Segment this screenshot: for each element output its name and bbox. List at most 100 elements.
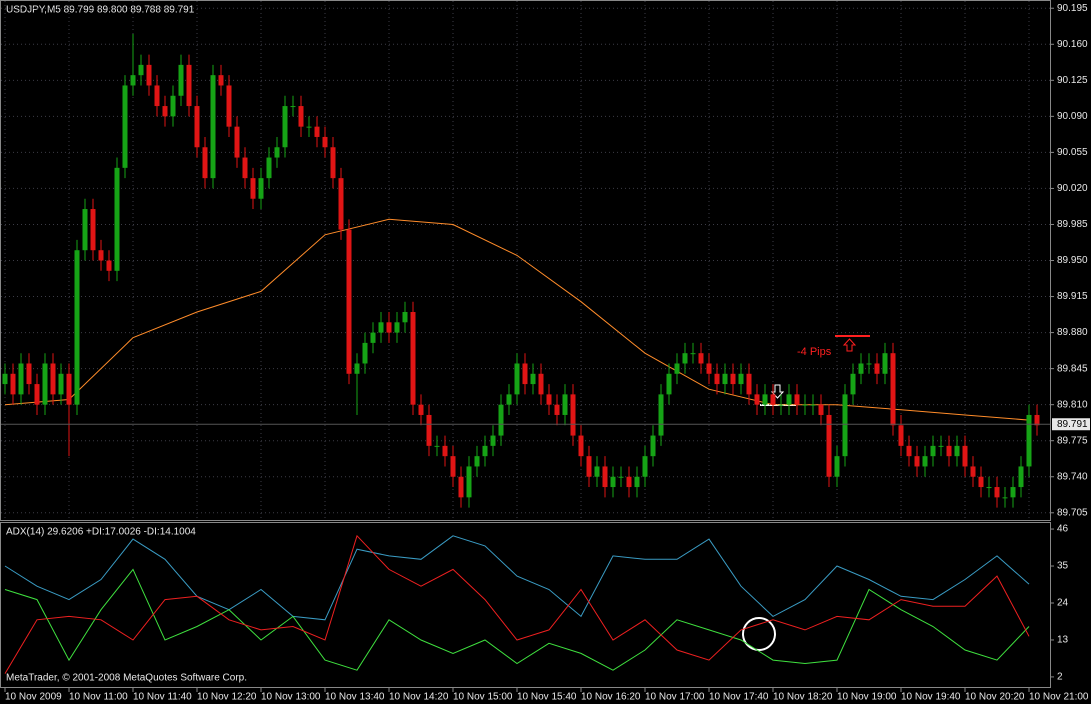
y-tick-label: 89.740 (1057, 471, 1088, 482)
candle-body (842, 394, 848, 457)
candle-body (386, 322, 392, 333)
candle-body (210, 75, 216, 179)
candle-body (394, 322, 400, 333)
y-tick-label: 90.125 (1057, 75, 1088, 86)
candle-body (354, 363, 360, 374)
price-marker (1052, 418, 1090, 431)
y-tick-label: 90.020 (1057, 183, 1088, 194)
candle-body (1026, 414, 1032, 467)
candle-body (738, 373, 744, 385)
candle-body (370, 332, 376, 343)
candle-body (338, 178, 344, 230)
candle-body (746, 373, 752, 395)
candle-body (50, 363, 56, 395)
candle-body (554, 404, 560, 415)
candle-body (722, 373, 728, 385)
candle-body (906, 445, 912, 457)
candle-body (498, 404, 504, 436)
candle-body (58, 373, 64, 395)
candle-body (770, 394, 776, 405)
y-tick-label: 89.705 (1057, 507, 1088, 518)
price-marker-label: 89.791 (1057, 419, 1088, 430)
x-tick-label: 10 Nov 11:00 (69, 692, 128, 703)
candle-body (402, 312, 408, 323)
candle-body (154, 85, 160, 107)
candle-body (426, 414, 432, 446)
candle-body (194, 106, 200, 148)
candle-body (1002, 497, 1008, 499)
candle-body (962, 445, 968, 467)
candle-body (778, 404, 784, 406)
candle-body (234, 126, 240, 158)
candle-body (2, 373, 8, 385)
candle-body (794, 394, 800, 405)
candle-body (298, 106, 304, 127)
candle-body (138, 64, 144, 76)
moving-average (4, 218, 1030, 421)
candle-body (258, 178, 264, 199)
candle-body (986, 487, 992, 489)
y-tick-label: 89.950 (1057, 255, 1088, 266)
candle-body (1034, 414, 1040, 426)
candle-body (754, 394, 760, 405)
candle-body (586, 456, 592, 477)
candle-body (290, 106, 296, 108)
candle-body (706, 363, 712, 374)
candle-body (482, 445, 488, 457)
candle-body (826, 414, 832, 477)
x-tick-label: 10 Nov 12:20 (197, 692, 257, 703)
x-tick-label: 10 Nov 17:00 (645, 692, 705, 703)
y-tick-label: 24 (1057, 598, 1069, 609)
candle-body (322, 136, 328, 148)
x-tick-label: 10 Nov 19:00 (837, 692, 897, 703)
candle-body (570, 394, 576, 436)
y-tick-label: 2 (1057, 672, 1063, 683)
adx-panel-frame (0, 522, 1051, 688)
y-tick-label: 89.915 (1057, 291, 1088, 302)
x-tick-label: 10 Nov 13:40 (325, 692, 385, 703)
candle-body (618, 476, 624, 478)
candle-body (802, 404, 808, 406)
candle-body (850, 373, 856, 395)
candle-body (242, 157, 248, 179)
candle-body (410, 312, 416, 405)
candle-body (970, 466, 976, 477)
candle-body (106, 260, 112, 271)
candle-body (946, 445, 952, 457)
candle-body (330, 147, 336, 179)
candle-body (674, 363, 680, 374)
candle-body (378, 322, 384, 333)
candle-body (538, 373, 544, 395)
candle-body (698, 353, 704, 364)
candle-body (610, 476, 616, 488)
candle-body (314, 126, 320, 137)
highlight-circle (742, 617, 776, 651)
candle-body (82, 209, 88, 251)
y-tick-label: 90.090 (1057, 111, 1088, 122)
candle-body (458, 476, 464, 498)
candle-body (874, 363, 880, 374)
candle-body (978, 476, 984, 488)
copyright: MetaTrader, © 2001-2008 MetaQuotes Softw… (6, 673, 247, 684)
candle-body (186, 64, 192, 107)
candle-body (658, 394, 664, 436)
candle-body (18, 363, 24, 395)
candle-body (994, 487, 1000, 498)
candle-body (562, 394, 568, 415)
candle-body (898, 425, 904, 446)
candle-body (226, 85, 232, 127)
candle-body (546, 394, 552, 405)
x-tick-label: 10 Nov 18:20 (773, 692, 833, 703)
candle-body (202, 147, 208, 179)
x-tick-label: 10 Nov 15:00 (453, 692, 513, 703)
candle-body (890, 353, 896, 426)
candle-body (626, 476, 632, 488)
candle-body (170, 95, 176, 117)
indicator-line (4, 534, 1030, 674)
candle-body (26, 363, 32, 385)
candle-body (602, 466, 608, 488)
candle-body (130, 75, 136, 86)
candle-body (522, 363, 528, 385)
candle-body (682, 353, 688, 364)
